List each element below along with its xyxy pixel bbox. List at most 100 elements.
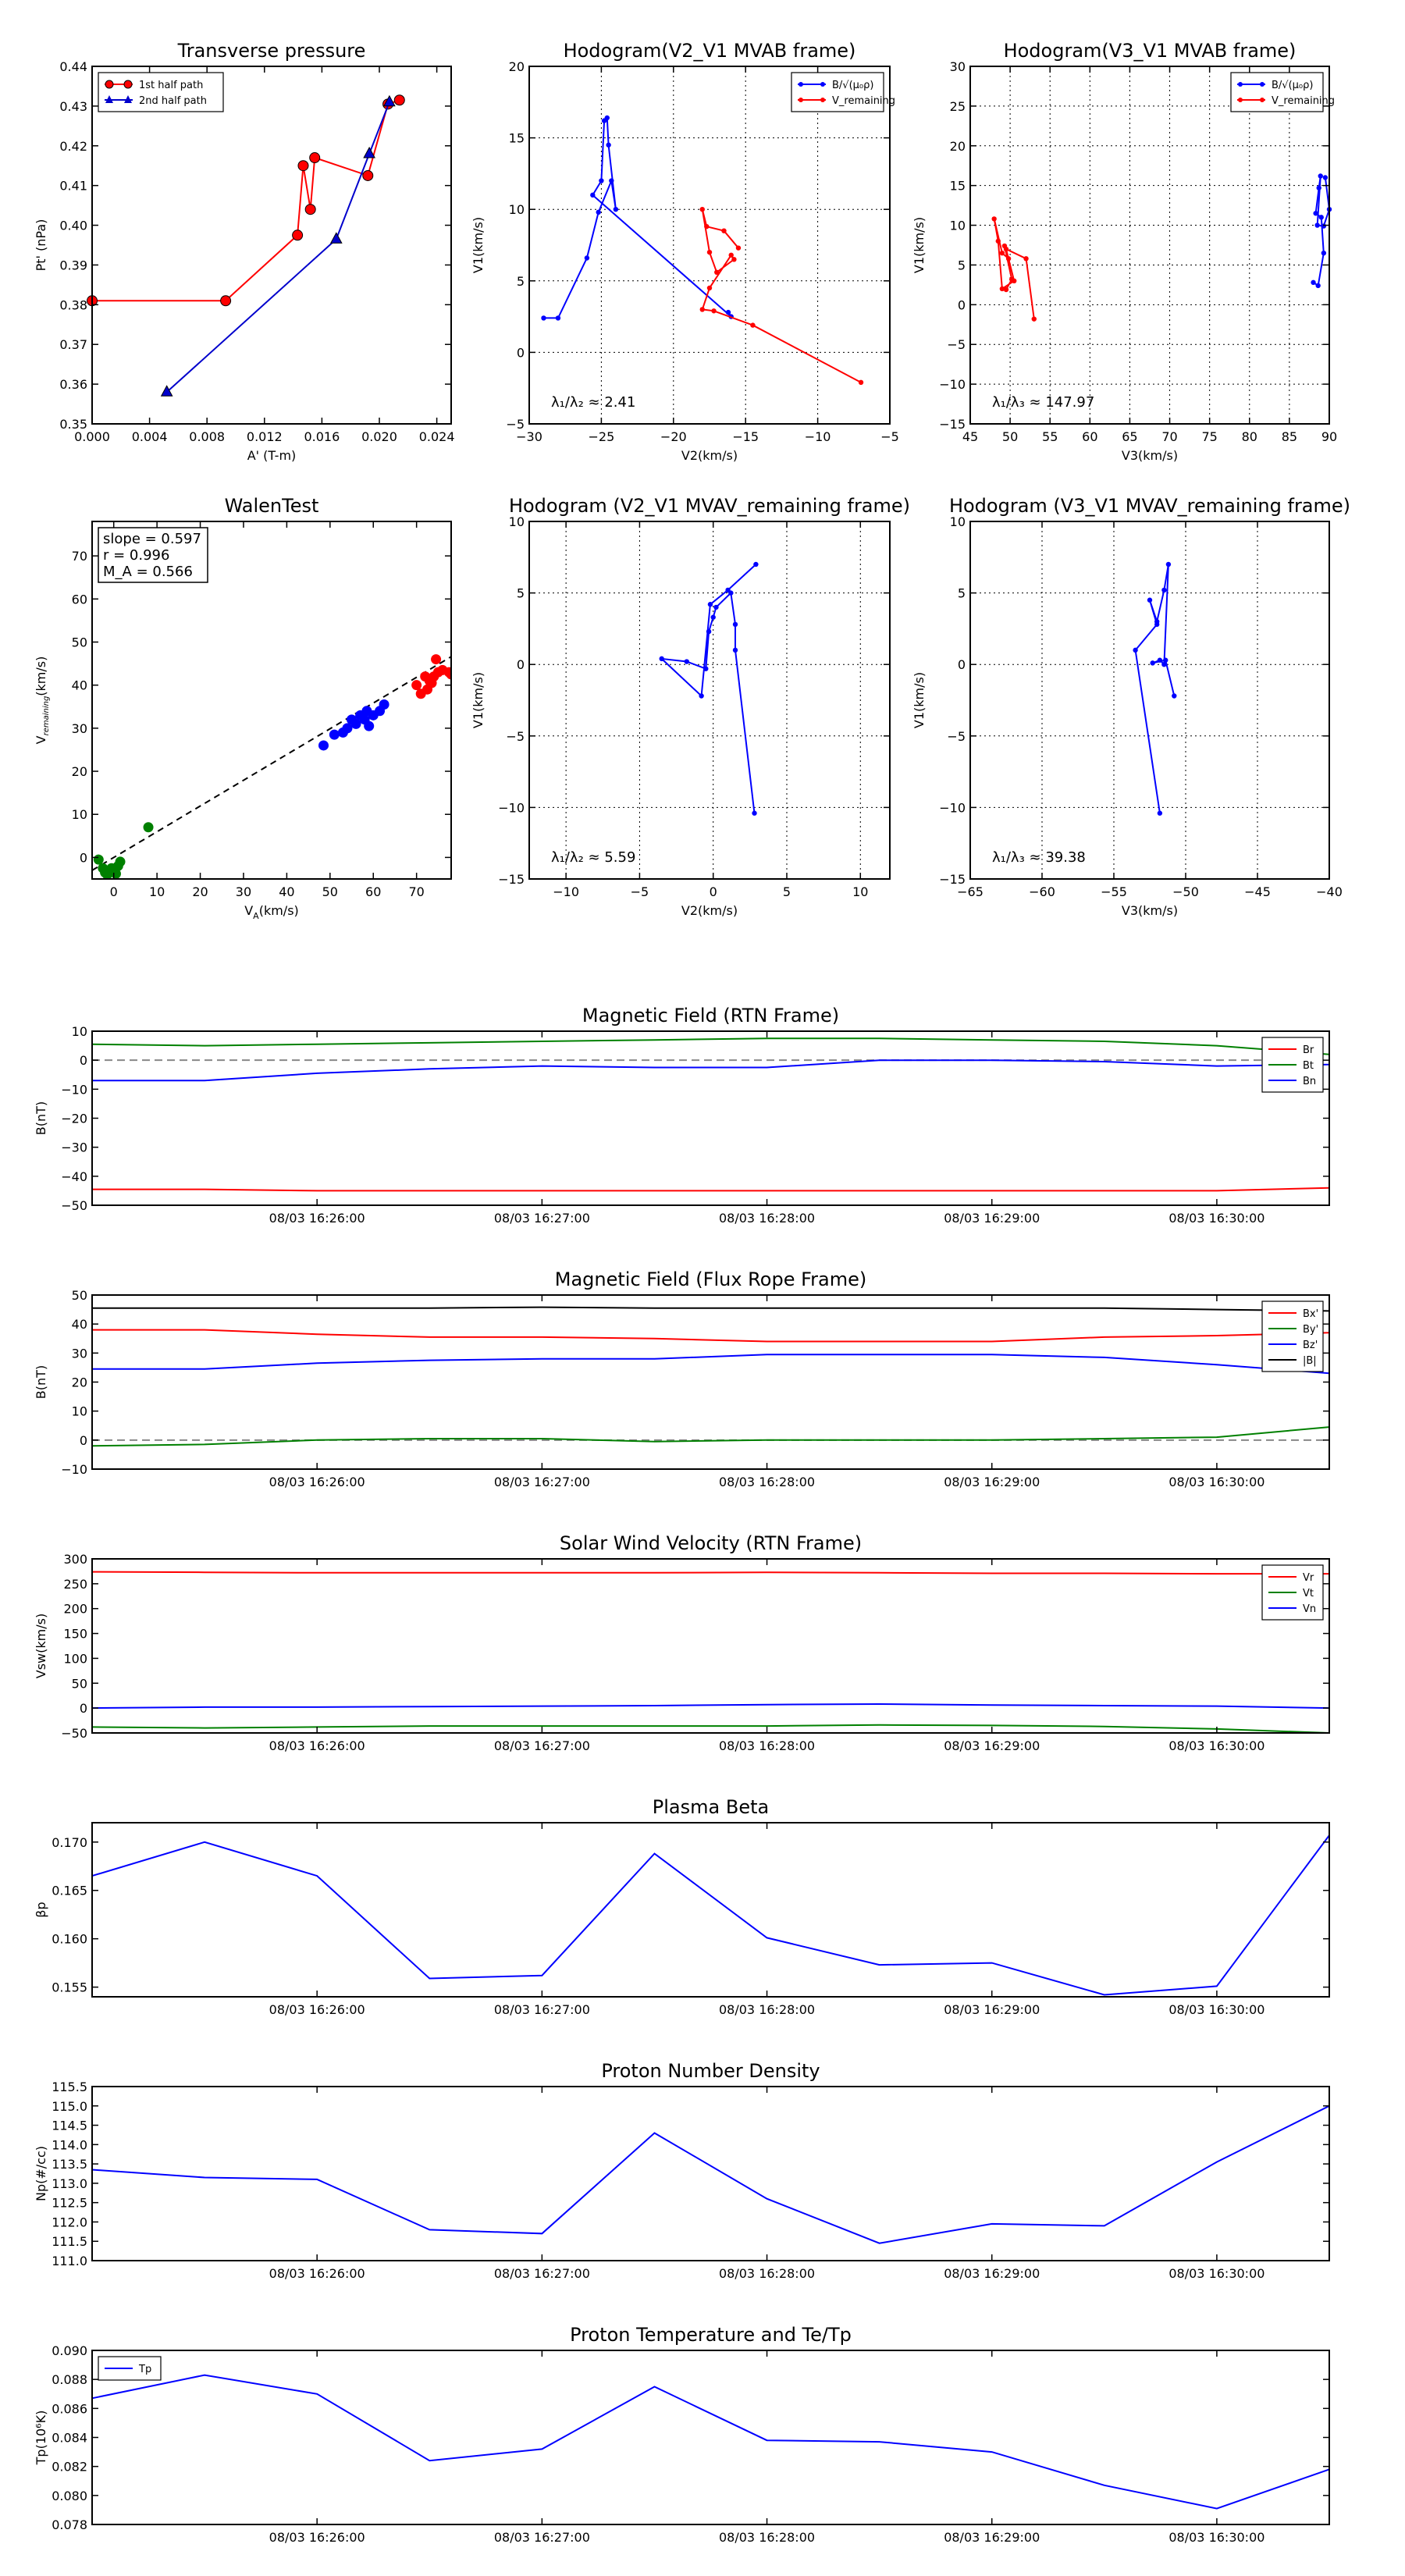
y-tick-label: 0.43 — [59, 99, 87, 114]
y-tick-label: 5 — [958, 258, 966, 272]
data-point — [1031, 316, 1037, 322]
chart-title: Proton Temperature and Te/Tp — [570, 2324, 852, 2346]
data-point — [584, 255, 590, 261]
x-tick-label: 08/03 16:29:00 — [944, 2002, 1040, 2017]
legend-label: 1st half path — [139, 80, 203, 91]
legend: Vr Vt Vn — [1261, 1564, 1324, 1621]
plot-frame — [91, 1030, 1330, 1206]
x-tick-label: 08/03 16:27:00 — [494, 2002, 590, 2017]
y-tick-label: −15 — [498, 872, 525, 887]
y-axis-label: Pt' (nPa) — [34, 219, 48, 272]
series-br — [92, 1187, 1330, 1192]
x-tick-label: 08/03 16:26:00 — [269, 1211, 365, 1226]
chart-title: WalenTest — [225, 495, 319, 517]
eigenvalue-ratio-annotation: λ₁/λ₂ ≈ 2.41 — [551, 394, 635, 411]
x-tick-label: 40 — [279, 884, 294, 899]
x-tick-label: 08/03 16:26:00 — [269, 1475, 365, 1489]
stats-line: r = 0.996 — [103, 547, 169, 564]
y-tick-label: 50 — [72, 635, 87, 650]
data-point — [309, 152, 321, 164]
data-point — [596, 209, 601, 215]
y-tick-label: 0.088 — [52, 2372, 87, 2387]
x-tick-label: 08/03 16:29:00 — [944, 1475, 1040, 1489]
chart-p6: Hodogram (V3_V1 MVAV_remaining frame) −65… — [912, 495, 1350, 918]
legend-marker — [820, 82, 825, 87]
data-point — [431, 654, 442, 665]
legend-marker — [1238, 82, 1243, 87]
chart-t3: Solar Wind Velocity (RTN Frame) 08/03 16:… — [34, 1532, 1330, 1753]
y-tick-label: 10 — [950, 219, 966, 233]
legend-marker — [124, 95, 132, 103]
data-point — [706, 249, 713, 255]
y-tick-label: 0.40 — [59, 219, 87, 233]
x-tick-label: 0.016 — [304, 429, 340, 444]
plot-frame — [528, 66, 891, 425]
y-tick-label: 10 — [72, 807, 87, 822]
data-point — [364, 720, 375, 731]
chart-title: Magnetic Field (Flux Rope Frame) — [555, 1268, 866, 1290]
data-point — [1318, 173, 1323, 179]
legend-label: Bx' — [1303, 1308, 1318, 1320]
y-tick-label: 150 — [63, 1627, 87, 1642]
legend: Br Bt Bn — [1261, 1037, 1324, 1093]
series-line — [92, 1329, 1330, 1343]
data-point — [732, 647, 738, 653]
data-point — [606, 142, 611, 148]
x-tick-label: 08/03 16:30:00 — [1168, 2530, 1264, 2545]
data-point — [1157, 657, 1163, 663]
y-tick-label: 10 — [950, 514, 966, 529]
legend-label: Bt — [1303, 1060, 1314, 1072]
data-point — [220, 295, 232, 307]
y-tick-label: 5 — [517, 586, 525, 601]
series-line — [1134, 564, 1176, 813]
series-line — [92, 1059, 1330, 1082]
data-point — [1163, 657, 1168, 663]
x-tick-label: 5 — [783, 884, 791, 899]
x-axis-label: V3(km/s) — [1122, 903, 1178, 918]
data-point — [362, 169, 374, 181]
x-tick-label: −10 — [553, 884, 579, 899]
data-point — [704, 223, 710, 229]
chart-p3: Hodogram(V3_V1 MVAB frame)45 50 55 60 65 70 75… — [912, 40, 1337, 463]
y-tick-label: 0.36 — [59, 377, 87, 392]
series-line — [91, 1571, 1329, 1575]
chart-title: Hodogram (V2_V1 MVAV_remaining frame) — [509, 495, 910, 517]
x-tick-label: 08/03 16:30:00 — [1168, 1211, 1264, 1226]
x-tick-label: 65 — [1122, 429, 1137, 444]
data-point — [1315, 283, 1321, 289]
chart-title: Proton Number Density — [601, 2060, 820, 2082]
y-tick-label: −10 — [939, 800, 966, 815]
x-tick-label: 08/03 16:27:00 — [494, 1738, 590, 1753]
series-line — [91, 1703, 1330, 1710]
data-point — [725, 309, 731, 315]
x-tick-label: 45 — [962, 429, 978, 444]
y-axis-label: B(nT) — [34, 1101, 48, 1135]
y-tick-label: −20 — [61, 1112, 87, 1126]
x-tick-label: −30 — [516, 429, 542, 444]
stats-box — [98, 527, 208, 583]
x-tick-label: −60 — [1029, 884, 1055, 899]
x-tick-label: 08/03 16:26:00 — [269, 2530, 365, 2545]
x-tick-label: −40 — [1316, 884, 1343, 899]
plot-frame — [969, 66, 1330, 425]
x-tick-label: 90 — [1321, 429, 1337, 444]
data-point — [143, 822, 154, 833]
y-tick-label: 0.165 — [52, 1884, 87, 1898]
y-tick-label: −15 — [939, 872, 966, 887]
data-point — [728, 252, 734, 258]
x-tick-label: 0 — [710, 884, 717, 899]
data-point — [731, 257, 737, 262]
data-point — [1003, 286, 1009, 293]
y-tick-label: 0 — [958, 657, 966, 672]
legend-marker — [799, 98, 803, 102]
plot-frame — [91, 521, 452, 880]
x-tick-label: 08/03 16:27:00 — [494, 1475, 590, 1489]
data-point — [1157, 810, 1163, 816]
data-point — [347, 714, 357, 725]
y-axis-label: V1(km/s) — [471, 672, 486, 728]
series-beta — [91, 1834, 1330, 1996]
y-tick-label: 100 — [63, 1651, 87, 1666]
x-tick-label: 08/03 16:28:00 — [719, 2530, 815, 2545]
data-point — [393, 94, 405, 106]
